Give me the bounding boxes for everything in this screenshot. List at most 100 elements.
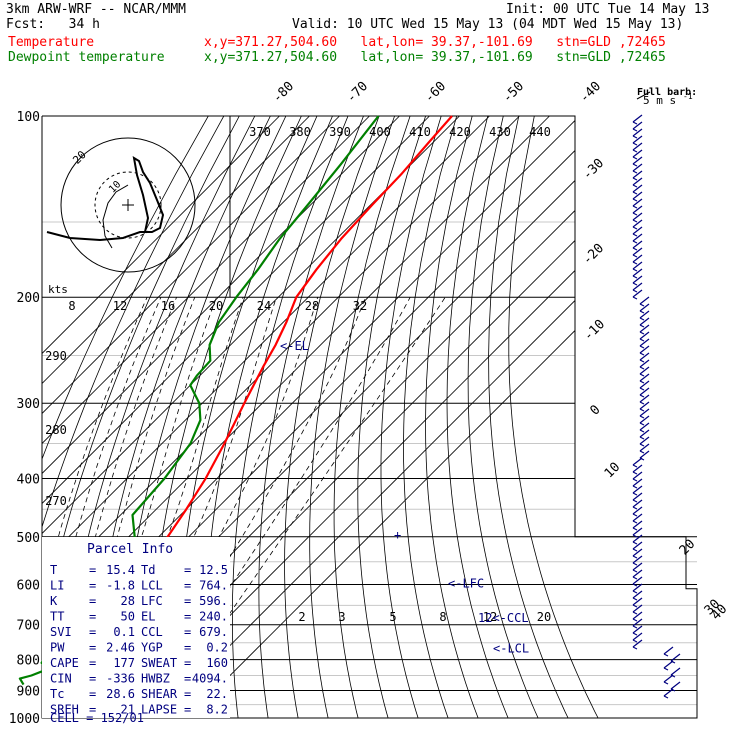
wind-barb (632, 576, 643, 587)
wind-barb (632, 506, 643, 517)
wind-barb (632, 261, 643, 272)
wind-barb (639, 443, 650, 454)
parcel-key-1: TT (50, 610, 64, 624)
wind-barb (632, 618, 643, 629)
parcel-val-1: 21 (121, 703, 135, 717)
parcel-eq-2: = (184, 625, 191, 639)
parcel-val-2: 22. (206, 687, 228, 701)
theta-label-left: 270 (45, 494, 67, 508)
wind-barb (639, 296, 650, 307)
parcel-eq-2: = (184, 594, 191, 608)
parcel-key-1: T (50, 563, 57, 577)
plot-frame (41, 115, 698, 719)
parcel-val-1: 177 (113, 656, 135, 670)
wind-barb (632, 555, 643, 566)
wind-barb (632, 240, 643, 251)
isotherm-label: -80 (270, 79, 297, 106)
theta-label: 440 (529, 125, 551, 139)
wind-barb (639, 422, 650, 433)
parcel-eq-2: = (184, 687, 191, 701)
parcel-key-2: CCL (141, 625, 163, 639)
isotherm (187, 116, 697, 718)
hodograph-ring-label: 20 (70, 148, 89, 167)
dry-adiabat (258, 116, 364, 718)
mixing-ratio-label-top: 32 (353, 299, 367, 313)
parcel-key-1: SREH (50, 703, 79, 717)
parcel-val-2: 12.5 (199, 563, 228, 577)
parcel-key-2: LCL (141, 579, 163, 593)
parcel-val-1: 50 (121, 610, 135, 624)
dry-adiabat (403, 116, 458, 718)
isotherm (42, 116, 430, 718)
dry-adiabat (357, 116, 426, 718)
parcel-eq-1: = (89, 563, 96, 577)
wind-barb (632, 639, 643, 650)
isotherm (42, 116, 520, 718)
parcel-cell: CELL = 152/01 (50, 711, 144, 725)
wind-barb (632, 170, 643, 181)
pressure-label-300: 300 (17, 397, 40, 412)
wind-barb (639, 408, 650, 419)
parcel-eq-2: = (184, 579, 191, 593)
parcel-val-1: 28 (121, 594, 135, 608)
mixing-ratio-label-top: 16 (161, 299, 175, 313)
wind-barb (632, 492, 643, 503)
parcel-eq-2: = (184, 563, 191, 577)
mixing-ratio-label: 20 (537, 610, 551, 624)
parcel-key-2: SHEAR (141, 687, 178, 701)
wind-barb (639, 303, 650, 314)
wind-barb (632, 128, 643, 139)
dry-adiabat (508, 116, 599, 718)
parcel-val-2: 679. (199, 625, 228, 639)
wind-barb (632, 226, 643, 237)
parcel-val-2: 764. (199, 579, 228, 593)
moist-adiabat (127, 297, 366, 718)
wind-barb (632, 485, 643, 496)
wind-barb (632, 632, 643, 643)
wind-barb (639, 387, 650, 398)
mixing-ratio-label-top: 28 (305, 299, 319, 313)
dewpoint-legend-info: x,y=371.27,504.60 lat,lon= 39.37,-101.69… (204, 50, 666, 65)
isotherm-label: -20 (580, 241, 607, 268)
isotherm (157, 116, 697, 718)
isotherm-label: -60 (422, 79, 449, 106)
wind-barb (632, 205, 643, 216)
dewpoint-legend-label: Dewpoint temperature (8, 50, 165, 65)
wind-barb (632, 233, 643, 244)
parcel-eq-1: = (89, 687, 96, 701)
parcel-eq-2: = (184, 641, 191, 655)
parcel-key-2: LAPSE (141, 703, 177, 717)
isotherm-label: 10 (602, 460, 624, 482)
wind-barb (639, 324, 650, 335)
wind-barb (632, 212, 643, 223)
pressure-label-800: 800 (17, 654, 40, 669)
parcel-marker: + (394, 528, 401, 542)
dry-adiabat (488, 116, 569, 718)
parcel-key-1: SVI (50, 625, 72, 639)
annotation: <-LCL (493, 642, 529, 656)
parcel-eq-1: = (89, 625, 96, 639)
wind-barb (632, 289, 643, 300)
parcel-key-1: Tc (50, 687, 64, 701)
isotherm-label: -50 (500, 79, 527, 106)
theta-label: 400 (369, 125, 391, 139)
wind-barb (632, 135, 643, 146)
mixing-ratio-label: 3 (338, 610, 345, 624)
isotherm (42, 116, 280, 718)
theta-label: 380 (289, 125, 311, 139)
wind-barb (632, 219, 643, 230)
parcel-eq-1: = (89, 703, 96, 717)
wind-barb (639, 394, 650, 405)
wind-barb (639, 373, 650, 384)
wind-barb (632, 548, 643, 559)
parcel-eq-1: = (89, 579, 96, 593)
wind-barb (632, 275, 643, 286)
parcel-eq-2: = (184, 703, 191, 717)
annotation: <-EL (280, 339, 309, 353)
parcel-val-1: -1.8 (106, 579, 135, 593)
parcel-eq-1: = (89, 656, 96, 670)
annotation: 12<-CCL (478, 611, 529, 625)
pressure-label-500: 500 (17, 531, 40, 546)
barb-legend-exp: -1 (683, 92, 693, 101)
wind-barb (632, 471, 643, 482)
